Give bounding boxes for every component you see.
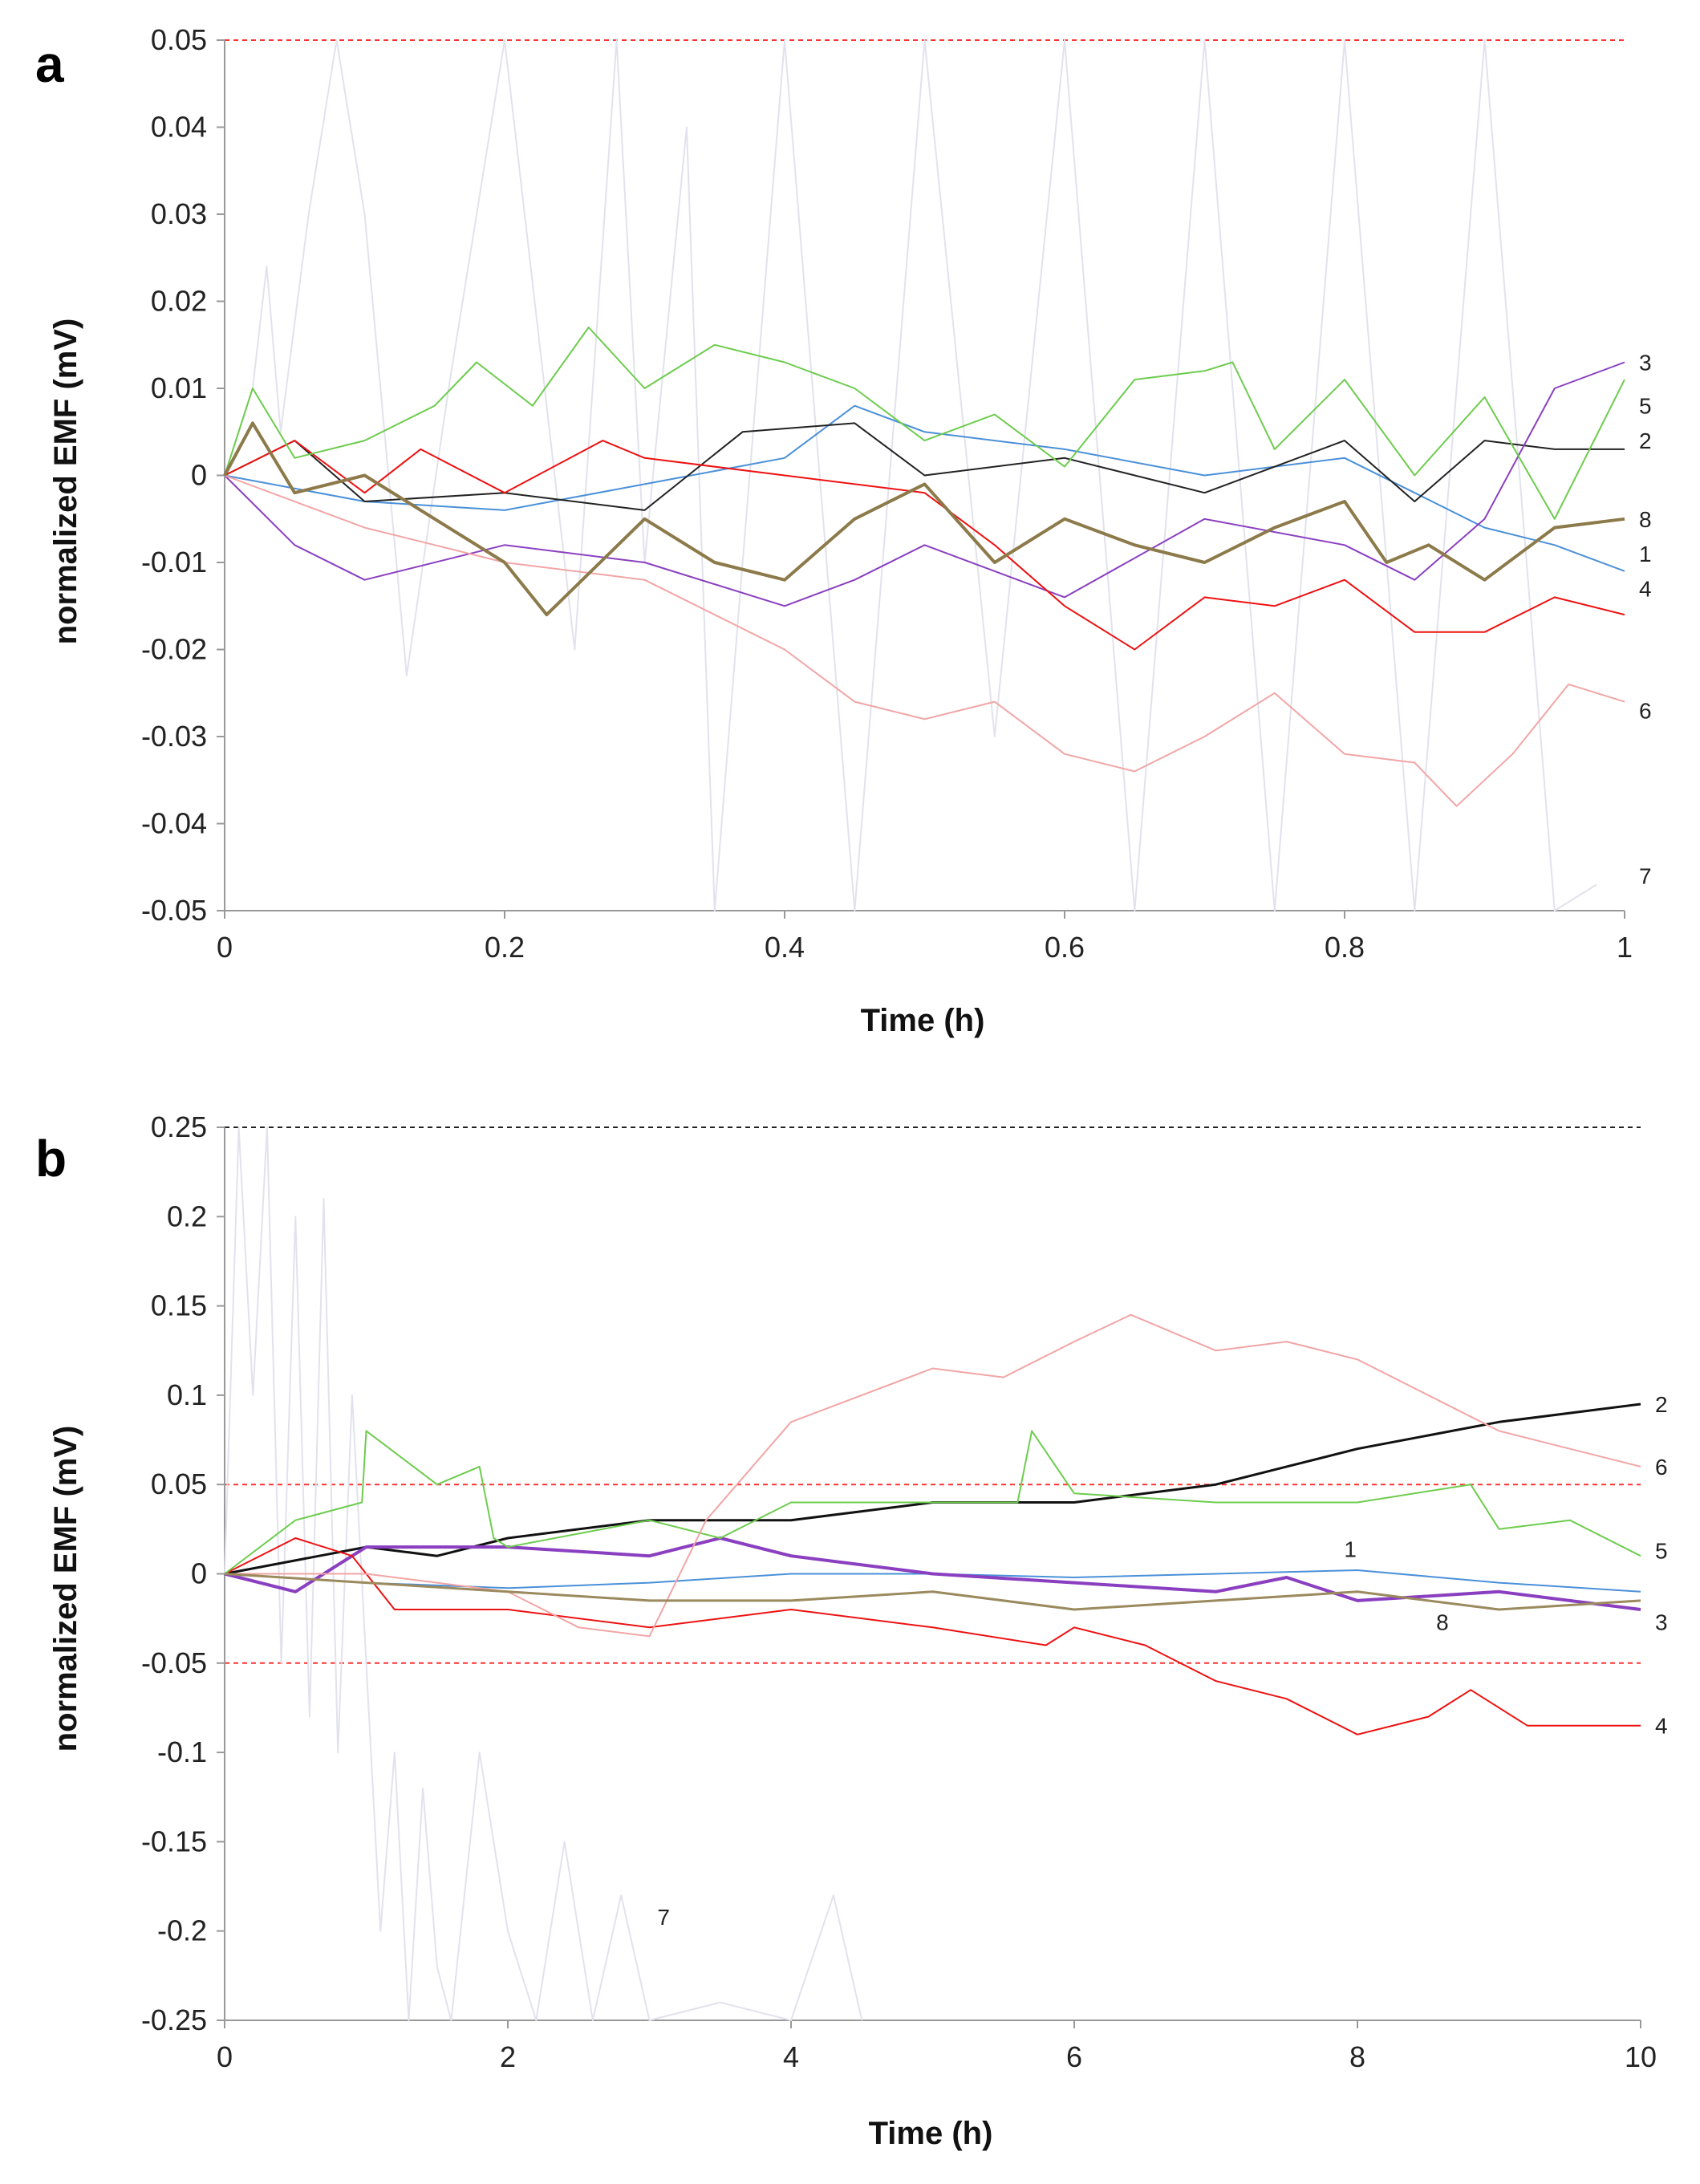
panel-b-label: b — [35, 1130, 67, 1187]
y-tick-label: -0.03 — [141, 720, 207, 753]
series-line-5 — [224, 327, 1625, 520]
y-tick-label: -0.04 — [141, 807, 207, 840]
x-tick-label: 8 — [1349, 2040, 1365, 2073]
y-tick-label: 0.05 — [151, 1468, 207, 1500]
y-tick-label: 0 — [191, 459, 207, 492]
y-tick-label: -0.15 — [141, 1825, 207, 1857]
series-label-6: 6 — [1639, 698, 1652, 723]
series-label-2: 2 — [1639, 428, 1652, 453]
series-line-7 — [224, 1127, 863, 2021]
series-label-8: 8 — [1436, 1610, 1449, 1635]
x-tick-label: 0.2 — [485, 931, 525, 964]
y-tick-label: 0 — [191, 1557, 207, 1590]
series-line-8 — [223, 421, 1625, 617]
y-tick-label: -0.2 — [157, 1914, 207, 1947]
series-label-7: 7 — [1639, 864, 1652, 889]
x-tick-label: 4 — [783, 2040, 799, 2073]
series-label-4: 4 — [1655, 1714, 1668, 1739]
y-tick-label: 0.01 — [151, 371, 207, 404]
series-label-8: 8 — [1639, 507, 1652, 532]
series-line-3 — [224, 1537, 1641, 1611]
series-label-5: 5 — [1655, 1539, 1668, 1564]
panel-b-plot-area: 0.25 0.2 0.15 0.1 0.05 0 -0.05 -0.1 -0.15 -0.2 -0.… — [141, 1110, 1668, 2073]
panel-a-x-axis-title: Time (h) — [861, 1003, 985, 1038]
series-line-4 — [224, 440, 1625, 651]
series-line-8 — [224, 1573, 1641, 1611]
x-tick-label: 0.8 — [1325, 931, 1365, 964]
series-label-6: 6 — [1655, 1455, 1668, 1480]
y-tick-label: 0.03 — [151, 197, 207, 230]
y-tick-label: -0.05 — [141, 1646, 207, 1679]
series-line-4 — [224, 1537, 1641, 1735]
y-tick-label: 0.05 — [151, 23, 207, 56]
series-label-1: 1 — [1344, 1537, 1357, 1561]
series-line-3 — [224, 361, 1625, 607]
y-tick-label: 0.04 — [151, 111, 207, 144]
x-tick-label: 10 — [1625, 2040, 1657, 2073]
panel-b-chart: b 0.25 0.2 0.15 0.1 0.05 0 -0.05 -0.1 -0.15 -0.2 -… — [35, 1110, 1668, 2151]
y-tick-label: -0.02 — [141, 633, 207, 666]
y-tick-label: -0.01 — [141, 546, 207, 578]
y-tick-label: 0.02 — [151, 285, 207, 318]
x-tick-label: 0.4 — [765, 931, 805, 964]
x-tick-label: 0 — [217, 2040, 233, 2073]
panel-a-chart: a 0.05 0.04 0.03 0.02 0.01 0 -0.01 -0.02 -0.03 -0… — [35, 23, 1652, 1038]
y-tick-label: 0.2 — [167, 1200, 207, 1232]
series-line-6 — [225, 1313, 1641, 1638]
x-tick-label: 0 — [217, 931, 233, 964]
y-tick-label: -0.25 — [141, 2003, 207, 2036]
series-line-2 — [224, 422, 1625, 511]
series-label-4: 4 — [1639, 577, 1652, 602]
y-tick-label: 0.15 — [151, 1289, 207, 1322]
y-tick-label: -0.1 — [157, 1735, 207, 1768]
panel-a-y-axis-title: normalized EMF (mV) — [48, 319, 83, 645]
series-label-7: 7 — [657, 1905, 670, 1930]
panel-a-label: a — [35, 35, 64, 93]
y-tick-label: 0.25 — [151, 1110, 207, 1143]
panel-b-x-axis-title: Time (h) — [869, 2116, 993, 2151]
series-line-6 — [224, 474, 1625, 807]
series-label-1: 1 — [1639, 542, 1652, 566]
x-tick-label: 6 — [1066, 2040, 1082, 2073]
x-tick-label: 0.6 — [1045, 931, 1085, 964]
panel-a-plot-area: 0.05 0.04 0.03 0.02 0.01 0 -0.01 -0.02 -0.03 -0.0… — [141, 23, 1652, 964]
series-label-3: 3 — [1639, 350, 1652, 375]
series-label-3: 3 — [1655, 1610, 1668, 1635]
series-line-5 — [224, 1430, 1641, 1575]
y-tick-label: -0.05 — [141, 894, 207, 927]
panel-b-y-axis-title: normalized EMF (mV) — [48, 1426, 83, 1752]
series-label-2: 2 — [1655, 1392, 1668, 1417]
series-line-7 — [224, 39, 1597, 911]
x-tick-label: 2 — [500, 2040, 516, 2073]
y-tick-label: 0.1 — [167, 1378, 207, 1411]
series-label-5: 5 — [1639, 394, 1652, 419]
x-tick-label: 1 — [1617, 931, 1633, 964]
series-line-1 — [224, 404, 1625, 572]
